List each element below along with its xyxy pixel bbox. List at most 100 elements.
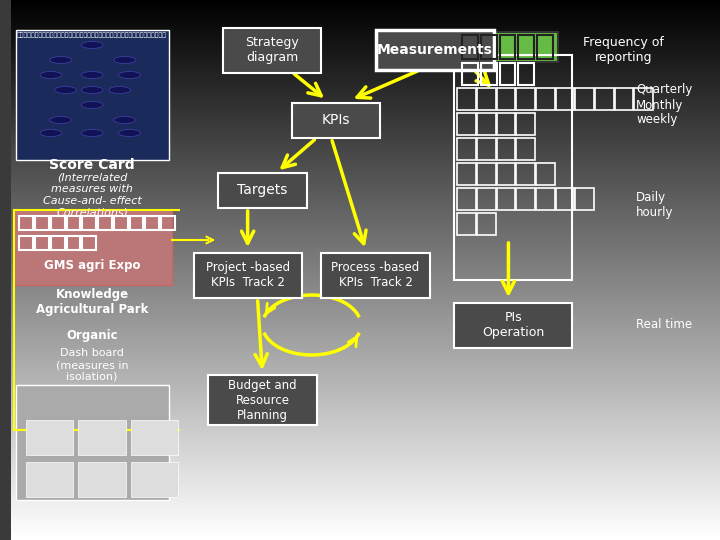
Bar [556, 188, 575, 210]
Bar [500, 35, 516, 59]
Bar [575, 188, 594, 210]
Bar [536, 163, 554, 185]
Text: Quarterly
Monthly
weekly: Quarterly Monthly weekly [636, 84, 693, 126]
Bar [477, 188, 495, 210]
Bar [516, 163, 535, 185]
Bar [575, 88, 594, 110]
Bar [82, 216, 96, 230]
Bar [35, 216, 49, 230]
Bar [477, 163, 495, 185]
Bar [457, 163, 476, 185]
FancyBboxPatch shape [223, 28, 321, 72]
Text: GMS agri Expo: GMS agri Expo [44, 259, 140, 272]
Ellipse shape [55, 86, 76, 93]
Bar [634, 88, 653, 110]
Bar [19, 216, 33, 230]
Bar [500, 63, 516, 85]
Text: Strategy
diagram: Strategy diagram [246, 36, 299, 64]
Text: Score Card: Score Card [50, 158, 135, 172]
FancyBboxPatch shape [208, 375, 317, 425]
Ellipse shape [81, 86, 103, 93]
Bar [615, 88, 634, 110]
Text: (Interrelated
measures with
Cause-and- effect
Correlations): (Interrelated measures with Cause-and- e… [42, 173, 142, 218]
Bar [130, 216, 143, 230]
Bar [66, 216, 81, 230]
Bar [462, 63, 478, 85]
Ellipse shape [40, 71, 62, 78]
Ellipse shape [81, 42, 103, 49]
Bar [477, 113, 495, 135]
Bar [497, 113, 516, 135]
Bar [19, 236, 33, 250]
Bar [161, 216, 175, 230]
Bar [457, 213, 476, 235]
Text: Daily
hourly: Daily hourly [636, 191, 674, 219]
Text: PIs
Operation: PIs Operation [482, 311, 544, 339]
Bar [457, 113, 476, 135]
Bar [497, 188, 516, 210]
FancyBboxPatch shape [17, 30, 169, 160]
FancyBboxPatch shape [78, 462, 125, 497]
FancyBboxPatch shape [26, 420, 73, 455]
Text: Organic: Organic [66, 328, 118, 341]
Bar [497, 138, 516, 160]
Text: KPIs: KPIs [322, 113, 351, 127]
Ellipse shape [114, 117, 135, 124]
Ellipse shape [109, 86, 130, 93]
Bar [477, 213, 495, 235]
Bar [516, 113, 535, 135]
FancyBboxPatch shape [218, 172, 307, 207]
Bar [477, 88, 495, 110]
Bar [595, 88, 613, 110]
FancyBboxPatch shape [454, 302, 572, 348]
FancyBboxPatch shape [17, 385, 169, 500]
Bar [457, 88, 476, 110]
Bar [516, 88, 535, 110]
Text: Targets: Targets [237, 183, 287, 197]
Bar [518, 63, 534, 85]
FancyBboxPatch shape [376, 30, 494, 70]
FancyBboxPatch shape [130, 420, 178, 455]
Bar [518, 35, 534, 59]
Bar [114, 216, 127, 230]
Bar [145, 216, 159, 230]
FancyBboxPatch shape [130, 462, 178, 497]
Ellipse shape [81, 71, 103, 78]
FancyBboxPatch shape [321, 253, 430, 298]
Bar [516, 188, 535, 210]
Text: Real time: Real time [636, 319, 693, 332]
Bar [537, 35, 553, 59]
Bar [497, 88, 516, 110]
Bar [462, 35, 478, 59]
Bar [497, 163, 516, 185]
Text: Knowledge
Agricultural Park: Knowledge Agricultural Park [36, 288, 148, 316]
Text: Dash board
(measures in
isolation): Dash board (measures in isolation) [56, 348, 128, 382]
Bar [481, 35, 497, 59]
Bar [66, 236, 81, 250]
Bar [457, 138, 476, 160]
Ellipse shape [119, 130, 140, 137]
Bar [82, 236, 96, 250]
Ellipse shape [40, 130, 62, 137]
Bar [51, 216, 65, 230]
Ellipse shape [50, 117, 71, 124]
Bar [98, 216, 112, 230]
Text: วิระบบการติดตามผลการดำเนินงานเพื่อองค์กร: วิระบบการติดตามผลการดำเนินงานเพื่อองค์กร [17, 32, 167, 38]
Bar [536, 188, 554, 210]
Ellipse shape [50, 57, 71, 64]
Text: Project -based
KPIs  Track 2: Project -based KPIs Track 2 [206, 261, 289, 289]
Ellipse shape [114, 57, 135, 64]
Ellipse shape [81, 130, 103, 137]
FancyBboxPatch shape [292, 103, 380, 138]
Bar [516, 138, 535, 160]
FancyBboxPatch shape [459, 32, 557, 62]
Bar [477, 138, 495, 160]
Bar [457, 188, 476, 210]
Text: Frequency of
reporting: Frequency of reporting [583, 36, 664, 64]
Text: Measurements: Measurements [377, 43, 492, 57]
Bar [556, 88, 575, 110]
Text: Budget and
Resource
Planning: Budget and Resource Planning [228, 379, 297, 422]
FancyBboxPatch shape [14, 210, 172, 285]
Bar [481, 63, 497, 85]
Text: Process -based
KPIs  Track 2: Process -based KPIs Track 2 [331, 261, 420, 289]
